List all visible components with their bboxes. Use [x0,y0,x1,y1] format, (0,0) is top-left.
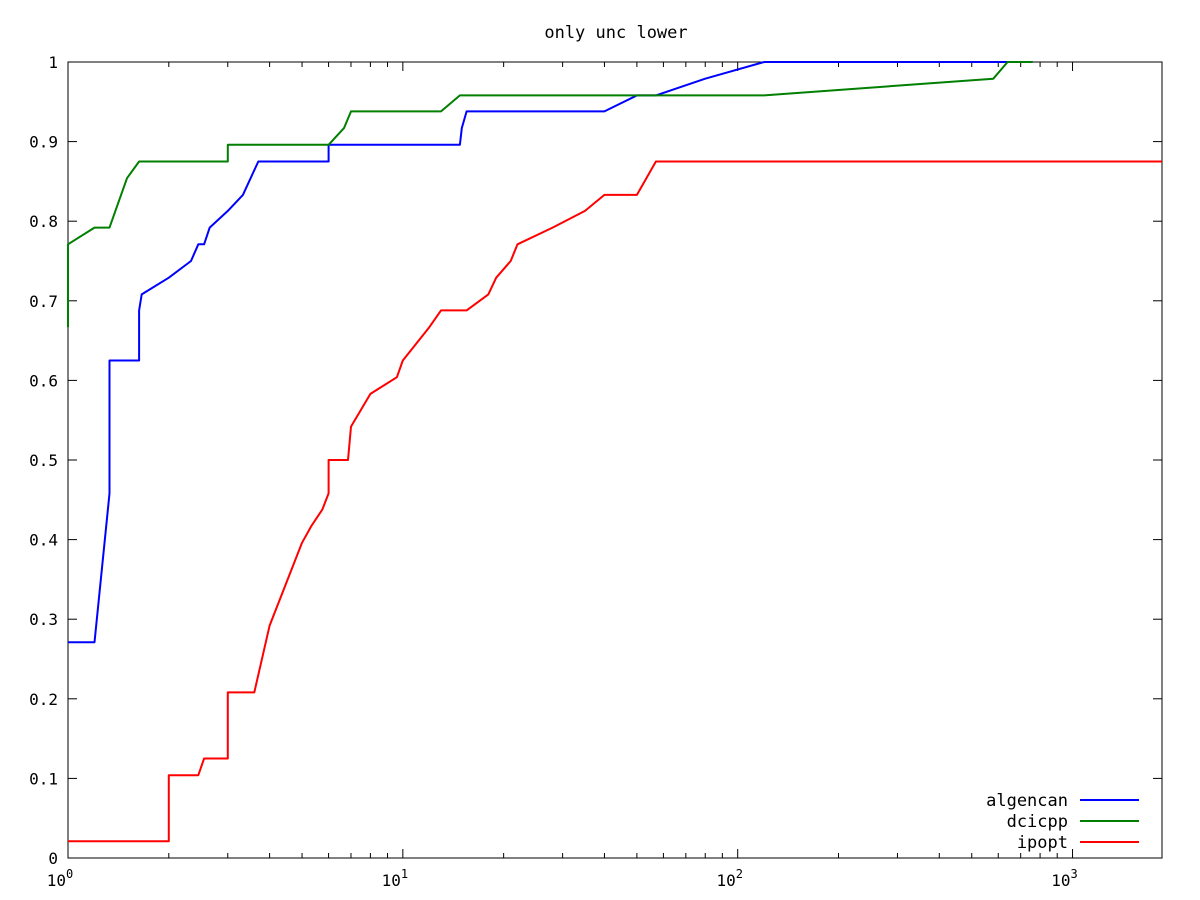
x-tick-label: 103 [1051,867,1078,890]
chart-title: only unc lower [544,23,687,43]
series-line-algencan [68,61,1033,644]
series-layer [67,61,1162,843]
y-tick-label: 0.4 [29,531,58,550]
y-tick-label: 0.6 [29,371,58,390]
y-tick-label: 1 [48,53,58,72]
y-tick-label: 0 [48,849,58,868]
y-tick-label: 0.2 [29,690,58,709]
y-tick-label: 0.8 [29,212,58,231]
x-axis: 100 101 102 103 [47,62,1078,890]
y-tick-label: 0.3 [29,610,58,629]
x-tick-label: 101 [382,867,409,890]
y-tick-label: 0.9 [29,133,58,152]
y-tick-label: 0.5 [29,451,58,470]
legend-label: dcicpp [1007,812,1068,832]
x-tick-label: 102 [716,867,743,890]
plot-frame [67,61,1163,859]
y-tick-label: 0.7 [29,292,58,311]
y-axis: 0 0.1 0.2 0.3 0.4 0.5 0.6 0.7 0.8 0.9 1 [29,53,1162,868]
legend-label: ipopt [1017,833,1068,853]
y-tick-label: 0.1 [29,769,58,788]
x-tick-label: 100 [47,867,74,890]
series-line-dcicpp [67,61,1033,328]
legend-label: algencan [986,791,1068,811]
series-line-ipopt [68,160,1162,843]
